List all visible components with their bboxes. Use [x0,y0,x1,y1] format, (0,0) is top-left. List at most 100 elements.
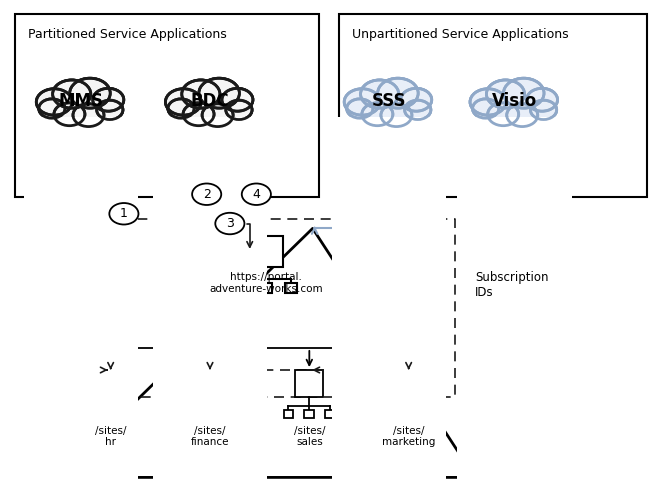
Circle shape [168,99,194,118]
Circle shape [507,104,537,126]
Circle shape [404,100,431,119]
Bar [205,410,215,418]
Circle shape [378,79,418,108]
Circle shape [96,100,123,119]
Circle shape [93,88,124,111]
Circle shape [39,99,65,118]
Text: 2: 2 [203,188,211,201]
Circle shape [347,99,372,118]
Circle shape [182,80,220,108]
Circle shape [53,80,90,108]
Circle shape [362,103,393,126]
Circle shape [166,89,201,115]
Bar [184,410,194,418]
Circle shape [70,79,110,108]
Text: MMS: MMS [59,92,103,110]
Circle shape [182,80,219,108]
Circle shape [488,103,519,126]
Circle shape [199,78,239,108]
Bar [395,370,422,397]
Circle shape [222,88,253,111]
Circle shape [70,78,110,108]
Bar [153,117,267,135]
Bar [325,410,335,418]
Circle shape [73,104,104,126]
Circle shape [503,78,544,108]
Circle shape [360,80,399,108]
Bar [404,410,414,418]
Circle shape [470,89,506,115]
Text: /sites/
marketing: /sites/ marketing [382,426,436,447]
Circle shape [486,80,525,108]
Circle shape [527,88,557,111]
Circle shape [487,80,524,108]
Text: https://portal.
adventure-works.com: https://portal. adventure-works.com [209,273,323,294]
Circle shape [473,99,499,118]
Circle shape [378,78,418,108]
Text: Subscription
IDs: Subscription IDs [475,271,549,299]
Circle shape [487,103,519,126]
Circle shape [344,89,380,115]
Bar [332,117,446,490]
Circle shape [362,103,392,126]
Circle shape [401,88,432,111]
Bar [226,410,235,418]
Circle shape [346,99,373,118]
Text: /sites/
sales: /sites/ sales [293,426,325,447]
Bar [285,283,297,293]
Bar [332,117,446,135]
Bar [153,117,267,490]
Bar [295,370,323,397]
Bar [250,236,283,268]
Circle shape [166,89,201,115]
Bar [235,283,247,293]
Circle shape [361,80,398,108]
Text: /sites/
finance: /sites/ finance [191,426,229,447]
Circle shape [37,89,72,115]
Bar [15,14,319,197]
Circle shape [473,99,499,118]
Text: BDC: BDC [191,92,229,110]
Circle shape [507,104,538,127]
Bar [458,117,572,135]
Bar [425,410,434,418]
Bar [305,410,314,418]
Circle shape [37,89,72,115]
Circle shape [97,100,122,119]
Bar [383,410,392,418]
Bar [85,410,94,418]
Circle shape [73,104,104,127]
Circle shape [202,104,233,126]
Circle shape [527,88,557,111]
Text: Partitioned Service Applications: Partitioned Service Applications [28,28,227,41]
Text: 1: 1 [120,207,128,220]
Circle shape [55,103,84,126]
Circle shape [242,184,271,205]
Text: /sites/
hr: /sites/ hr [95,426,126,447]
Text: SSS: SSS [372,92,406,110]
Circle shape [381,104,412,127]
Bar [126,410,136,418]
Circle shape [405,100,430,119]
Circle shape [93,88,124,111]
Bar [283,410,293,418]
Circle shape [168,99,194,118]
Circle shape [54,103,85,126]
Circle shape [504,79,543,108]
Bar [458,117,572,490]
Bar [261,283,272,293]
Circle shape [202,104,233,127]
Circle shape [531,100,557,119]
Bar [24,117,138,490]
Circle shape [215,213,245,234]
Text: Visio: Visio [492,92,537,110]
Circle shape [344,89,380,115]
Circle shape [192,184,221,205]
Circle shape [226,100,252,119]
Circle shape [381,104,412,126]
Circle shape [183,103,214,126]
Circle shape [184,103,213,126]
Circle shape [109,203,138,224]
Text: 3: 3 [226,217,234,230]
Circle shape [39,99,65,118]
